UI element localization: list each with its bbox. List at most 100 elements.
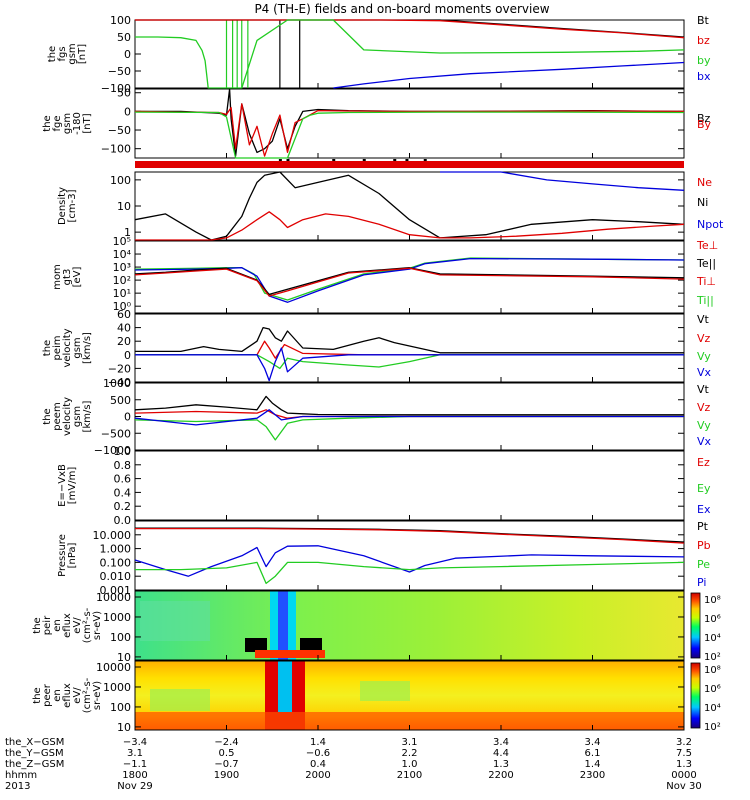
x-row-value: 1.4: [310, 737, 326, 748]
peer-low-band: [135, 712, 684, 730]
colorbar-tick-label: 10⁴: [704, 703, 721, 714]
y-tick-label: 0.0: [114, 514, 132, 527]
x-row-label: the_Y−GSM: [5, 748, 64, 759]
colorbar: [690, 662, 701, 729]
panel-fgs: 100 50 0 −50 −100 thefgsgsm[nT] Bt bz by bx: [47, 14, 711, 95]
x-row-value: −0.6: [306, 748, 330, 759]
panel-density: 100 10 1 Density[cm-3] Ne Ni Npot: [57, 171, 724, 241]
series-density-Ne: [135, 211, 685, 241]
series-fgs-Bt: [135, 19, 685, 38]
y-tick-label: 10⁵: [113, 235, 131, 248]
y-tick-label: −50: [108, 65, 131, 78]
y-tick-label: 1.0: [114, 445, 132, 458]
y-axis-label: E=−VxB[mV/m]: [57, 464, 78, 507]
legend-entry: Vz: [697, 332, 711, 345]
legend-entry: Bz: [697, 112, 711, 125]
y-tick-label: 10000: [96, 661, 131, 674]
x-row-label: the_Z−GSM: [5, 759, 64, 770]
legend-entry: Te||: [696, 257, 716, 270]
colorbar-tick-label: 10⁸: [704, 595, 721, 606]
y-tick-label: 100: [110, 631, 131, 644]
peer-cold-core: [278, 661, 292, 712]
y-tick-label: 0.100: [100, 556, 132, 569]
status-marker: [362, 159, 366, 161]
legend-entry: Vt: [697, 313, 710, 326]
colorbar-tick-label: 10⁶: [704, 614, 721, 625]
x-row-value: −0.7: [214, 759, 238, 770]
x-row-value: Nov 29: [117, 781, 152, 792]
series-fgs-bz: [135, 19, 685, 39]
series-peim-Vy: [135, 354, 684, 370]
legend-entry: by: [697, 54, 711, 67]
legend-entry: Pt: [697, 520, 709, 533]
legend-entry: Vy: [697, 350, 711, 363]
y-axis-label: thepeirenefluxeV/(cm²-s-sr-eV): [32, 607, 103, 643]
legend-entry: Vx: [697, 366, 712, 379]
y-tick-label: 1.000: [100, 543, 132, 556]
legend-entry: Npot: [697, 218, 724, 231]
x-row-value: −3.4: [123, 737, 147, 748]
status-marker: [423, 159, 427, 161]
y-axis-label: Pressure[nPa]: [57, 534, 78, 577]
status-marker: [332, 159, 336, 161]
x-row-value: 3.1: [402, 737, 418, 748]
legend-entry: Ey: [697, 482, 711, 495]
y-tick-label: −500: [101, 427, 131, 440]
series-peem-Vx: [134, 409, 684, 426]
y-tick-label: 10¹: [113, 287, 131, 300]
x-row-value: 0.5: [219, 748, 235, 759]
x-row-value: 3.4: [493, 737, 509, 748]
legend-entry: Bt: [697, 14, 710, 27]
y-tick-label: 500: [110, 394, 131, 407]
status-marker: [393, 159, 397, 161]
x-row-value: 1.3: [676, 759, 692, 770]
y-tick-label: 0: [124, 349, 131, 362]
x-row-value: 1.3: [493, 759, 509, 770]
series-peem-Vy: [134, 415, 684, 441]
x-row-label: 2013: [5, 781, 30, 792]
series-fge-total: [135, 88, 685, 157]
y-tick-label: 1000: [103, 377, 131, 390]
legend-entry: Te⊥: [696, 239, 718, 252]
y-tick-label: 50: [117, 31, 131, 44]
series-temps-Te: [134, 267, 685, 296]
legend-entry: Vz: [697, 401, 711, 414]
series-temps-Ti: [134, 257, 685, 303]
y-axis-label: thepeimvelocitygsm[km/s]: [42, 328, 93, 367]
legend-entry: Ti||: [696, 294, 714, 307]
y-tick-label: 1: [124, 226, 131, 239]
x-row-value: 1.0: [402, 759, 418, 770]
y-axis-label: Density[cm-3]: [57, 187, 78, 225]
legend-entry: Ne: [697, 176, 712, 189]
y-tick-label: 40: [117, 322, 131, 335]
x-row-value: 2.2: [402, 748, 418, 759]
y-tick-label: 0: [124, 105, 131, 118]
y-tick-label: 0.8: [114, 459, 132, 472]
series-fgs-by: [135, 19, 685, 89]
legend-entry: Pi: [697, 576, 706, 589]
y-tick-label: 10³: [113, 261, 131, 274]
y-tick-label: 0.2: [114, 500, 132, 513]
colorbar-tick-label: 10⁴: [704, 633, 721, 644]
status-marker: [405, 159, 409, 161]
x-row-value: 1.4: [585, 759, 601, 770]
panel-frame: [134, 19, 685, 89]
x-row-value: 1900: [214, 770, 239, 781]
series-temps-Ti: [134, 257, 685, 301]
legend-entry: Ex: [697, 503, 711, 516]
x-row-value: −1.1: [123, 759, 147, 770]
y-tick-label: 20: [117, 335, 131, 348]
x-row-value: 2200: [488, 770, 513, 781]
colorbar-tick-label: 10²: [704, 652, 721, 663]
panel-peer: 10000 1000 100 10 thepeerenefluxeV/(cm²-s-sr…: [32, 660, 721, 734]
y-tick-label: 0: [124, 48, 131, 61]
legend-entry: Ni: [697, 196, 708, 209]
y-tick-label: 10.000: [93, 529, 132, 542]
x-row-value: 2300: [580, 770, 605, 781]
legend-entry: Pb: [697, 539, 711, 552]
series-pressure-Pb: [135, 527, 685, 544]
y-axis-label: momgt3[eV]: [52, 264, 83, 290]
y-tick-label: 1000: [103, 611, 131, 624]
